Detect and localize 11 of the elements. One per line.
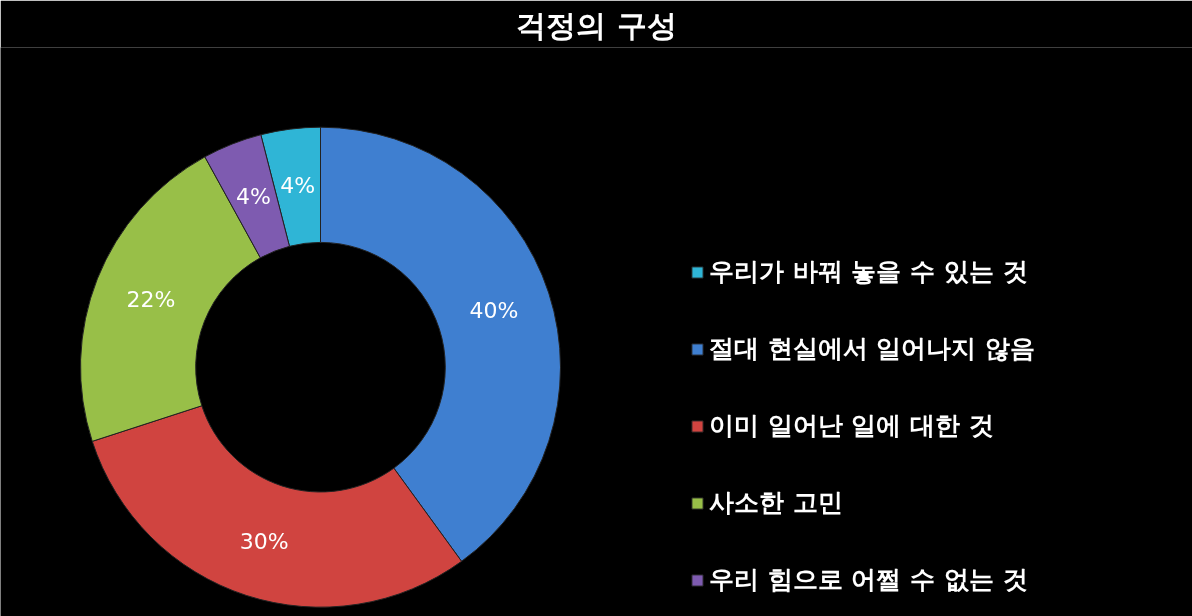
legend-label: 우리가 바꿔 놓을 수 있는 것 bbox=[709, 256, 1028, 288]
data-label: 4% bbox=[280, 172, 316, 198]
data-label: 40% bbox=[469, 298, 519, 324]
legend-label: 절대 현실에서 일어나지 않음 bbox=[709, 333, 1036, 365]
legend-label: 이미 일어난 일에 대한 것 bbox=[709, 410, 994, 442]
data-label: 22% bbox=[126, 287, 176, 313]
legend-label: 우리 힘으로 어쩔 수 없는 것 bbox=[709, 564, 1028, 596]
data-label: 30% bbox=[239, 529, 289, 555]
legend-label: 사소한 고민 bbox=[709, 487, 843, 519]
chart-title: 걱정의 구성 bbox=[516, 7, 677, 43]
data-label: 4% bbox=[235, 184, 271, 210]
